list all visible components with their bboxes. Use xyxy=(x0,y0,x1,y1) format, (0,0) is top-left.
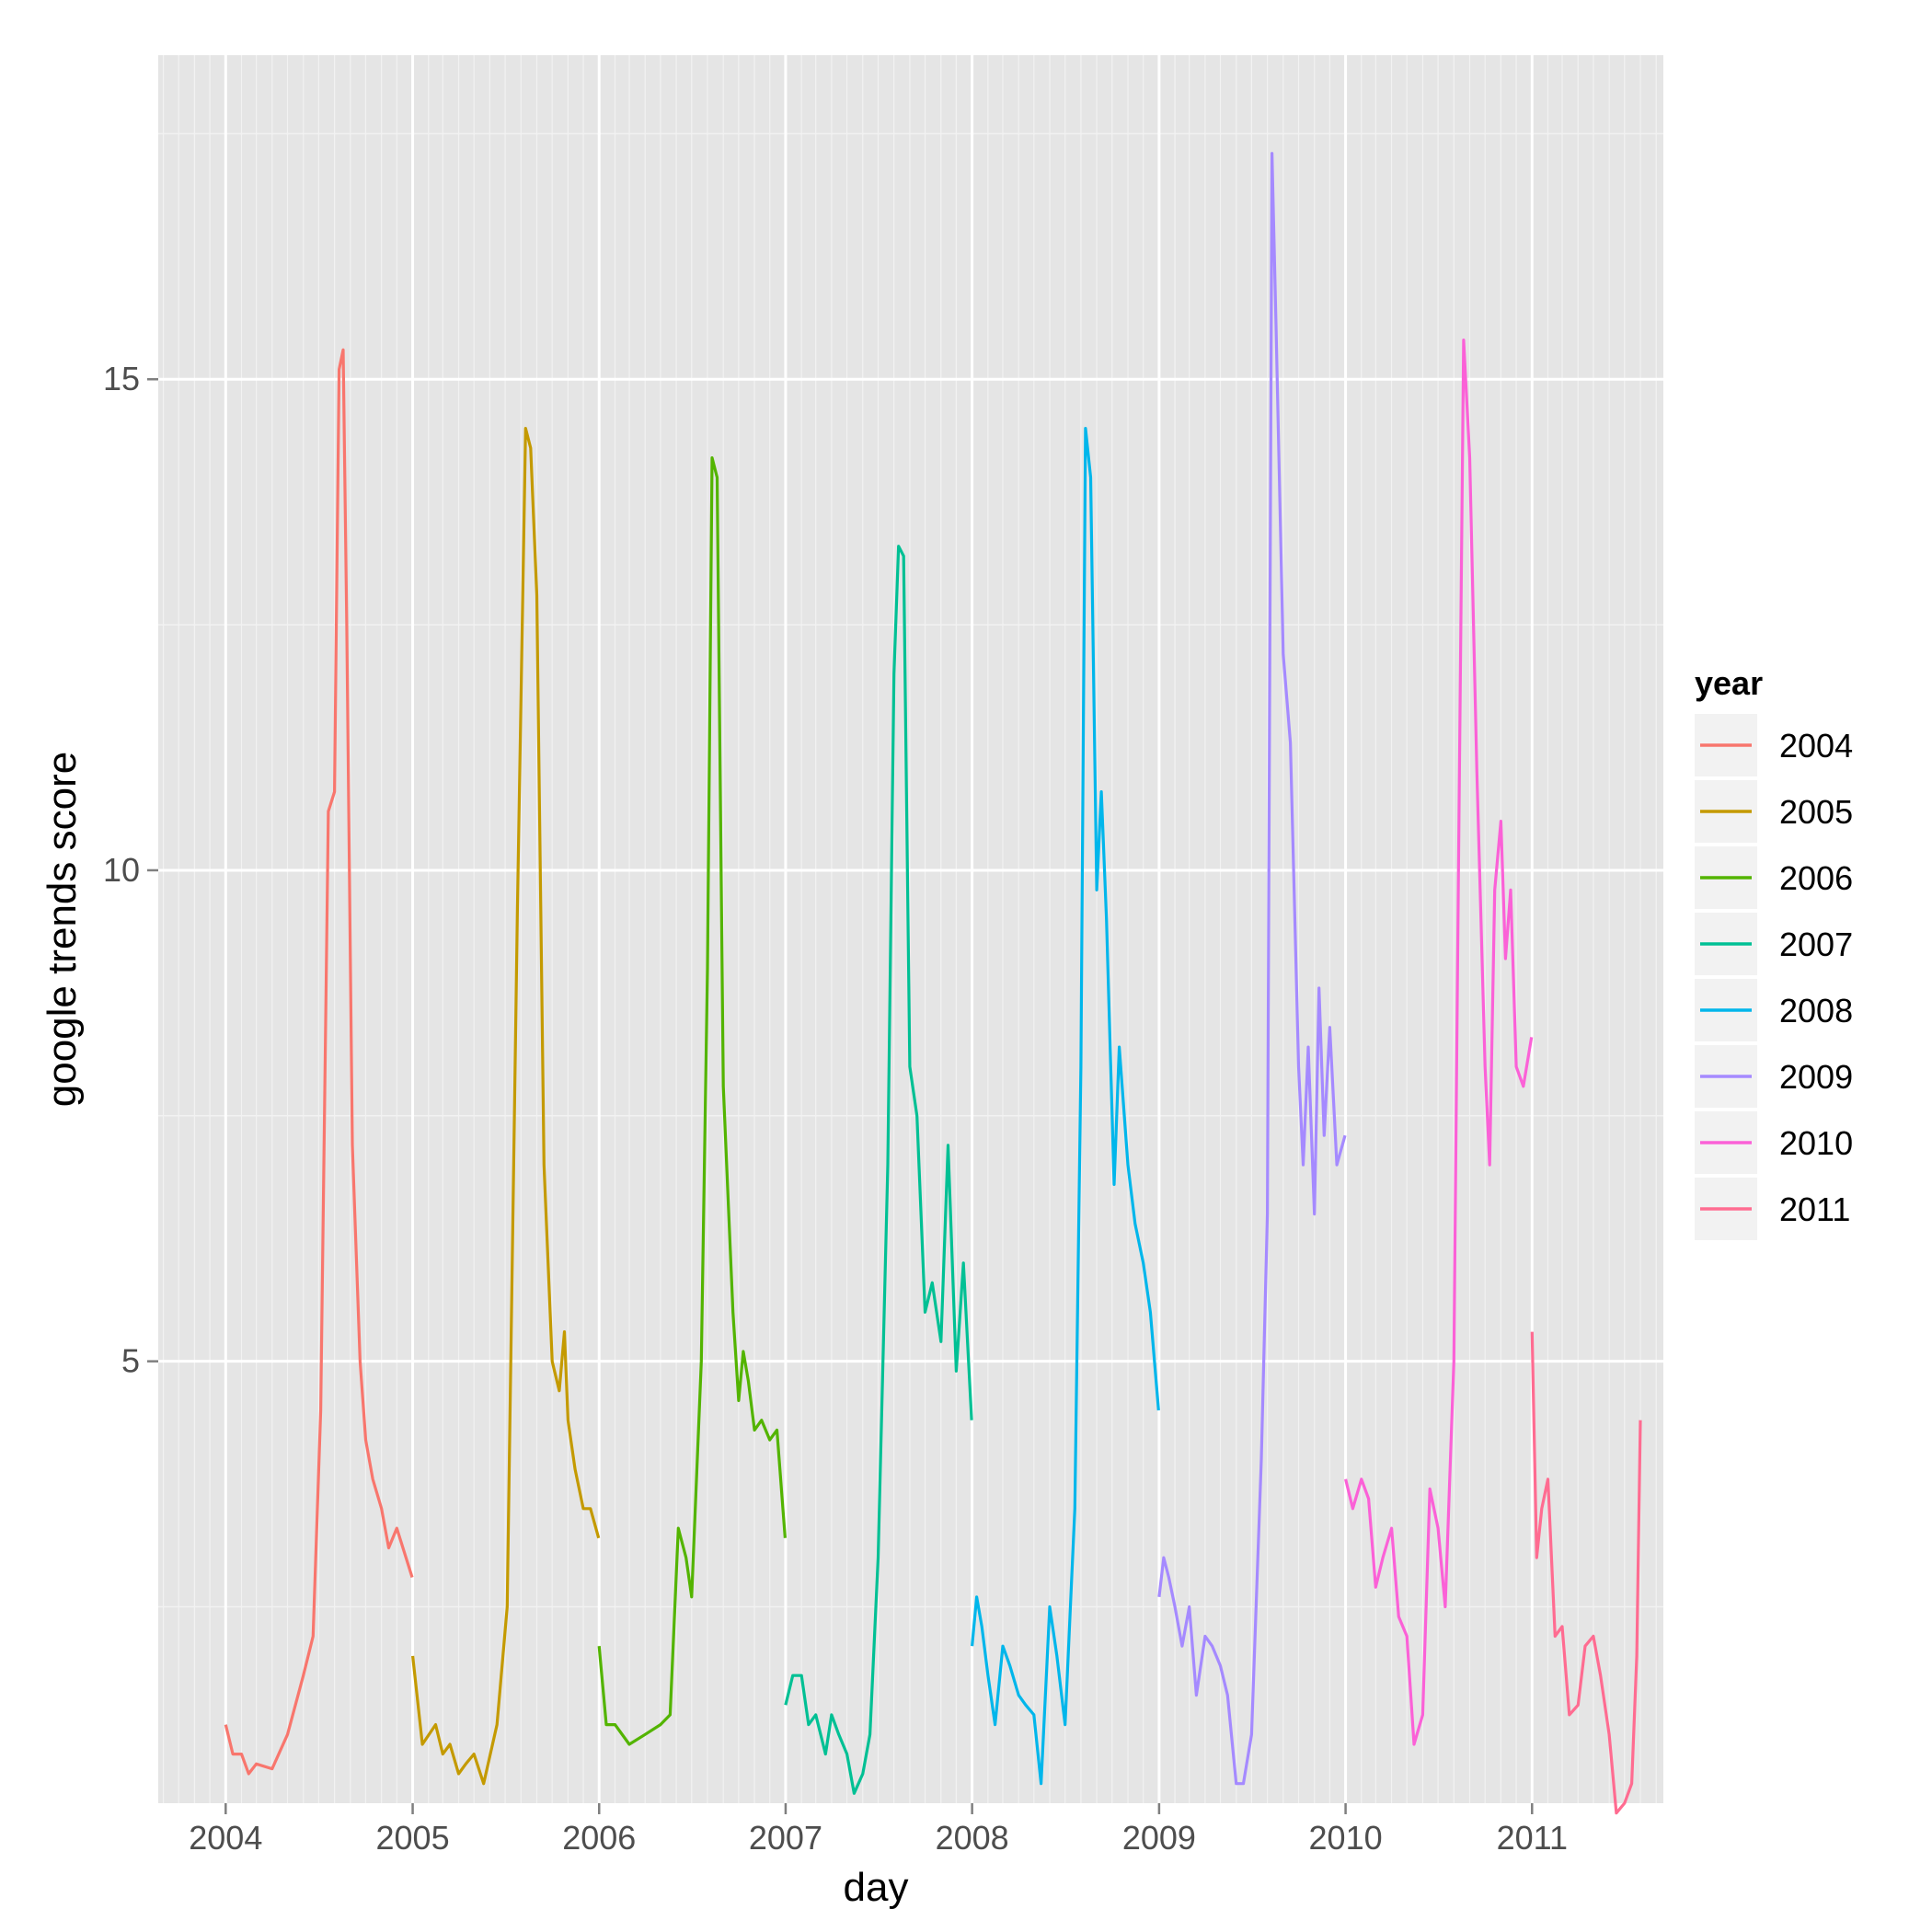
x-tick-label: 2004 xyxy=(189,1819,262,1857)
series-line-2011 xyxy=(1530,1331,1642,1815)
x-tick-label: 2011 xyxy=(1497,1819,1568,1857)
minor-grid xyxy=(158,55,1663,1803)
x-tick-label: 2005 xyxy=(376,1819,450,1857)
x-tick-label: 2008 xyxy=(936,1819,1009,1857)
y-axis: 5 10 15 xyxy=(103,360,158,1380)
legend-label: 2009 xyxy=(1779,1058,1853,1096)
series-line-2006 xyxy=(597,456,787,1746)
x-axis-title: day xyxy=(844,1865,909,1910)
legend-label: 2005 xyxy=(1779,793,1853,831)
legend-label: 2004 xyxy=(1779,727,1853,765)
legend-label: 2011 xyxy=(1779,1190,1850,1228)
legend-label: 2007 xyxy=(1779,926,1853,963)
series-line-2005 xyxy=(411,427,601,1786)
y-tick-label: 15 xyxy=(103,360,140,397)
y-tick-label: 10 xyxy=(103,851,140,889)
plot-panel xyxy=(158,55,1663,1803)
x-axis: 2004 2005 2006 2007 2008 2009 2010 2011 xyxy=(189,1803,1568,1857)
x-tick-label: 2010 xyxy=(1309,1819,1383,1857)
series-line-2010 xyxy=(1344,339,1534,1746)
legend-title: year xyxy=(1695,664,1763,702)
series-line-2008 xyxy=(971,427,1160,1786)
series-line-2009 xyxy=(1157,152,1347,1786)
y-axis-title: google trends score xyxy=(40,752,85,1107)
legend-label: 2008 xyxy=(1779,992,1853,1029)
legend: year 2004 2005 2006 2007 2008 2009 2010 2011 xyxy=(1695,664,1853,1240)
series-line-2004 xyxy=(224,348,414,1776)
series-lines xyxy=(224,152,1642,1815)
y-tick-label: 5 xyxy=(121,1342,140,1380)
x-tick-label: 2006 xyxy=(562,1819,636,1857)
x-tick-label: 2007 xyxy=(749,1819,822,1857)
legend-label: 2010 xyxy=(1779,1124,1853,1162)
legend-label: 2006 xyxy=(1779,859,1853,897)
major-grid xyxy=(158,55,1663,1803)
series-line-2007 xyxy=(784,545,973,1795)
x-tick-label: 2009 xyxy=(1122,1819,1196,1857)
